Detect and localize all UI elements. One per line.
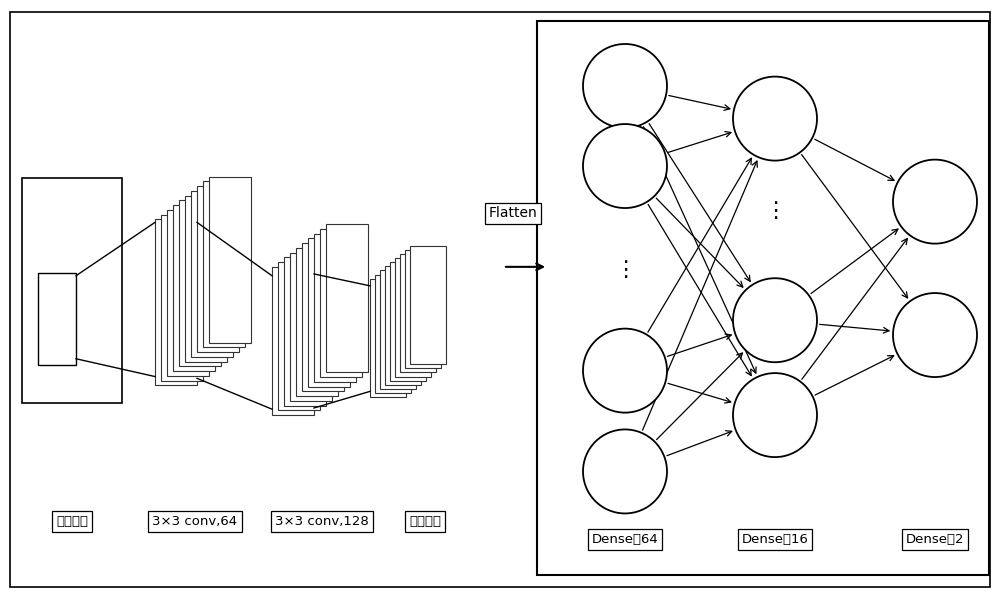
- Bar: [185, 196, 227, 362]
- Bar: [326, 224, 368, 372]
- Bar: [296, 248, 338, 396]
- Bar: [290, 253, 332, 401]
- Text: Dense，64: Dense，64: [592, 533, 658, 546]
- Bar: [197, 186, 239, 352]
- Bar: [203, 181, 245, 347]
- Bar: [390, 262, 426, 381]
- Bar: [400, 254, 436, 372]
- Bar: [380, 270, 416, 389]
- Text: 3×3 conv,64: 3×3 conv,64: [152, 515, 238, 528]
- Bar: [395, 258, 431, 377]
- Bar: [173, 205, 215, 371]
- Bar: [537, 21, 989, 575]
- Bar: [167, 210, 209, 376]
- Ellipse shape: [583, 44, 667, 128]
- Ellipse shape: [733, 278, 817, 362]
- Bar: [375, 275, 411, 393]
- Text: Dense，16: Dense，16: [742, 533, 808, 546]
- Bar: [385, 266, 421, 385]
- Ellipse shape: [733, 373, 817, 457]
- Ellipse shape: [893, 160, 977, 244]
- Bar: [155, 219, 197, 385]
- Ellipse shape: [583, 429, 667, 514]
- Bar: [302, 243, 344, 391]
- Ellipse shape: [893, 293, 977, 377]
- Ellipse shape: [583, 329, 667, 413]
- Bar: [209, 177, 251, 343]
- Bar: [308, 238, 350, 387]
- Bar: [284, 257, 326, 406]
- Text: Flatten: Flatten: [489, 206, 537, 221]
- Bar: [272, 267, 314, 415]
- Text: 3×3 conv,128: 3×3 conv,128: [275, 515, 369, 528]
- Text: 浅层特征: 浅层特征: [56, 515, 88, 528]
- Ellipse shape: [583, 124, 667, 208]
- Bar: [370, 279, 406, 397]
- Bar: [161, 215, 203, 381]
- Bar: [38, 273, 76, 365]
- Ellipse shape: [733, 76, 817, 161]
- Bar: [191, 191, 233, 357]
- Bar: [22, 178, 122, 403]
- Bar: [405, 250, 441, 368]
- Bar: [314, 234, 356, 382]
- Bar: [320, 229, 362, 377]
- Text: Dense，2: Dense，2: [906, 533, 964, 546]
- Bar: [278, 262, 320, 410]
- Text: ⋮: ⋮: [764, 200, 786, 221]
- Bar: [410, 246, 446, 364]
- Bar: [179, 200, 221, 366]
- Text: ⋮: ⋮: [614, 260, 636, 280]
- Text: 平均池化: 平均池化: [409, 515, 441, 528]
